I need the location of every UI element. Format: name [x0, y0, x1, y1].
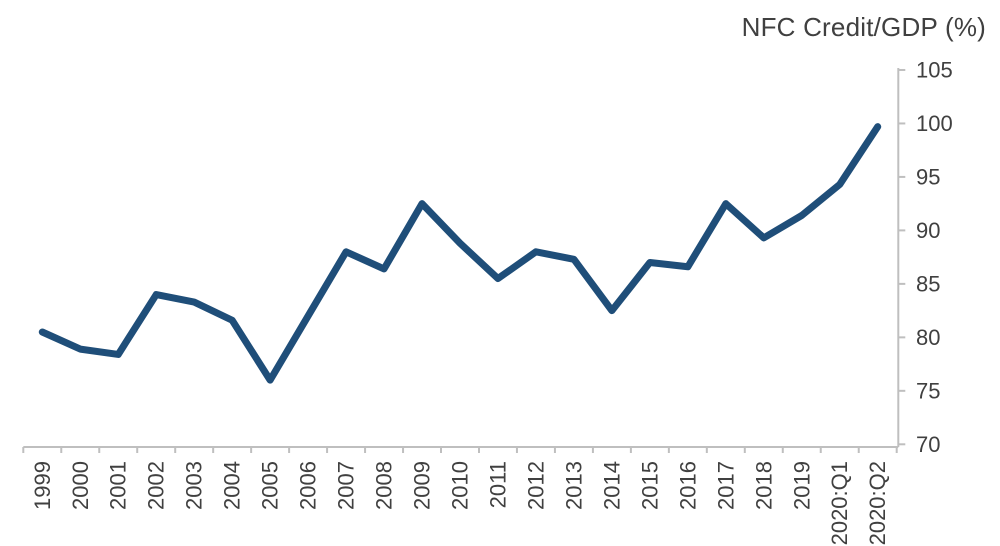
x-tick-label: 2018	[751, 461, 776, 510]
x-tick-label: 2001	[106, 461, 131, 510]
x-tick-label: 2008	[372, 461, 397, 510]
x-tick-label: 2009	[410, 461, 435, 510]
x-tick-label: 2020:Q2	[865, 461, 890, 545]
x-tick-label: 2019	[789, 461, 814, 510]
x-tick-label: 2005	[258, 461, 283, 510]
x-tick-label: 2015	[637, 461, 662, 510]
x-tick-label: 2003	[182, 461, 207, 510]
y-tick-label: 85	[916, 271, 940, 296]
x-tick-label: 2013	[561, 461, 586, 510]
y-tick-label: 75	[916, 378, 940, 403]
chart-title: NFC Credit/GDP (%)	[741, 12, 986, 42]
y-tick-label: 95	[916, 164, 940, 189]
x-tick-label: 2014	[599, 461, 624, 510]
x-tick-label: 2002	[144, 461, 169, 510]
y-tick-label: 70	[916, 432, 940, 457]
x-tick-label: 2017	[713, 461, 738, 510]
x-tick-label: 2000	[68, 461, 93, 510]
x-tick-label: 2011	[485, 461, 510, 508]
x-tick-label: 1999	[30, 461, 55, 510]
x-tick-label: 2020:Q1	[827, 461, 852, 545]
x-tick-label: 2006	[296, 461, 321, 510]
y-tick-label: 100	[916, 111, 953, 136]
x-tick-label: 2004	[220, 461, 245, 510]
y-tick-label: 90	[916, 218, 940, 243]
x-tick-label: 2016	[675, 461, 700, 510]
nfc-credit-gdp-line	[38, 123, 882, 384]
x-tick-label: 2010	[448, 461, 473, 510]
x-tick-label: 2007	[334, 461, 359, 510]
y-tick-label: 105	[916, 57, 953, 82]
y-tick-label: 80	[916, 325, 940, 350]
x-tick-label: 2012	[523, 461, 548, 510]
